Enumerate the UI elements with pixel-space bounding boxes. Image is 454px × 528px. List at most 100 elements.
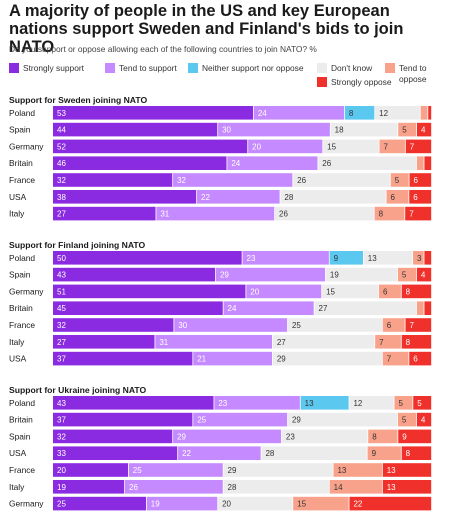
chart-subtitle: Do you support or oppose allowing each o… <box>9 44 317 54</box>
bar-segment <box>174 318 288 332</box>
data-label: 23 <box>286 432 295 441</box>
data-label: 4 <box>421 271 426 280</box>
panel-title: Support for Finland joining NATO <box>9 240 146 250</box>
bar-segment <box>397 412 417 427</box>
bar-segment <box>53 446 178 460</box>
bar-segment <box>401 335 432 349</box>
data-label: 8 <box>406 287 411 296</box>
data-label: 33 <box>57 449 66 458</box>
category-label: Germany <box>9 286 44 296</box>
data-label: 7 <box>409 210 414 219</box>
data-label: 29 <box>277 355 286 364</box>
data-label: 22 <box>182 449 191 458</box>
data-label: 28 <box>265 449 274 458</box>
data-label: 13 <box>387 483 396 492</box>
legend-swatch <box>105 63 115 73</box>
bar-segment <box>367 446 401 460</box>
bar-segment <box>53 122 218 137</box>
bar-segment <box>281 429 368 444</box>
data-label: 18 <box>335 126 344 135</box>
bar-segment <box>416 267 432 282</box>
bar-segment <box>53 156 227 170</box>
data-label: 45 <box>57 304 66 313</box>
bar-segment <box>409 190 432 204</box>
data-label: 37 <box>57 355 66 364</box>
data-label: 25 <box>197 416 206 425</box>
bar-segment <box>287 412 398 427</box>
bar-segment <box>155 335 273 349</box>
data-label: 8 <box>406 449 411 458</box>
bar-segment <box>409 173 432 187</box>
data-label: 13 <box>337 466 346 475</box>
bar-segment <box>333 463 382 477</box>
bar-segment <box>53 284 246 299</box>
bar-segment <box>401 446 432 460</box>
data-label: 29 <box>177 432 186 441</box>
data-label: 9 <box>372 449 377 458</box>
bar-segment <box>405 318 432 332</box>
bar-segment <box>53 139 248 154</box>
bar-segment <box>413 396 432 410</box>
bar-segment <box>53 190 197 204</box>
data-label: 51 <box>57 287 66 296</box>
category-label: Germany <box>9 141 44 151</box>
data-label: 25 <box>292 321 301 330</box>
category-label: Poland <box>9 108 35 118</box>
category-label: Britain <box>9 303 33 313</box>
data-label: 53 <box>57 109 66 118</box>
category-label: Spain <box>9 431 31 441</box>
bar-segment <box>53 206 156 221</box>
legend-label: Neither support nor oppose <box>202 63 304 73</box>
bar-segment <box>329 480 382 494</box>
data-label: 7 <box>410 142 415 151</box>
bar-segment <box>349 396 394 410</box>
bar-segment <box>401 284 432 299</box>
bar-segment <box>386 190 409 204</box>
bar-segment <box>374 206 405 221</box>
data-label: 28 <box>284 193 293 202</box>
category-label: Poland <box>9 253 35 263</box>
legend-label: Tend to oppose <box>399 63 427 84</box>
data-label: 20 <box>222 500 231 509</box>
data-label: 46 <box>57 159 66 168</box>
bar-segment <box>397 267 417 282</box>
bar-segment <box>413 251 424 265</box>
legend-swatch <box>385 63 395 73</box>
legend-label: Strongly support <box>23 63 84 73</box>
bar-segment <box>329 251 363 265</box>
bar-segment <box>246 284 322 299</box>
data-label: 27 <box>277 338 286 347</box>
data-label: 5 <box>398 399 403 408</box>
category-label: France <box>9 175 35 185</box>
data-label: 13 <box>305 399 314 408</box>
data-label: 37 <box>57 416 66 425</box>
data-label: 25 <box>57 500 66 509</box>
bar-segment <box>178 446 261 460</box>
bar-segment <box>53 396 214 410</box>
bar-segment <box>398 429 432 444</box>
bar-segment <box>53 463 128 477</box>
bar-segment <box>390 173 409 187</box>
bar-segment <box>272 335 375 349</box>
category-label: Italy <box>9 209 25 219</box>
category-label: USA <box>9 354 27 364</box>
data-label: 13 <box>368 254 377 263</box>
legend-label: Tend to support <box>119 63 177 73</box>
data-label: 24 <box>258 109 267 118</box>
data-label: 26 <box>129 483 138 492</box>
bar-segment <box>146 496 218 511</box>
bar-segment <box>314 301 417 315</box>
data-label: 38 <box>57 193 66 202</box>
data-label: 7 <box>387 355 392 364</box>
data-label: 3 <box>417 254 422 263</box>
bar-segment <box>53 173 173 187</box>
bar-segment <box>344 106 375 120</box>
legend-swatch <box>317 77 327 87</box>
bar-segment <box>409 351 432 366</box>
data-label: 30 <box>222 126 231 135</box>
category-label: Poland <box>9 398 35 408</box>
bar-segment <box>322 284 379 299</box>
bar-segment <box>215 267 326 282</box>
data-label: 8 <box>372 432 377 441</box>
